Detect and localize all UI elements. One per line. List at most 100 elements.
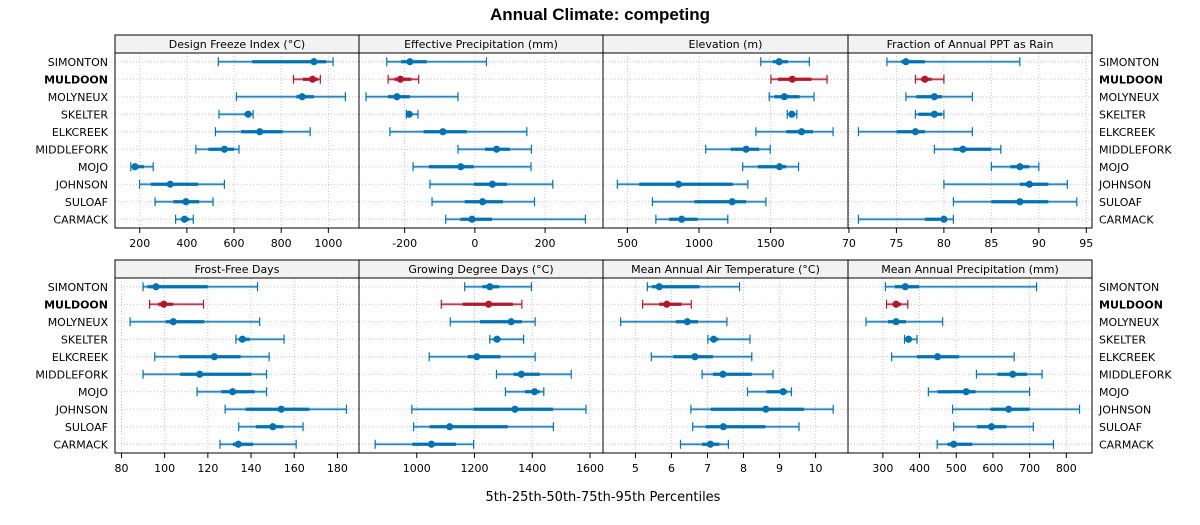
interval-elkcreek — [428, 352, 536, 362]
interval-mojo — [504, 387, 545, 397]
chart-title: Annual Climate: competing — [490, 5, 710, 24]
median-point — [234, 440, 242, 448]
panel-7: Mean Annual Air Temperature (°C) 5 6 7 8 9 10 — [602, 259, 849, 475]
panel-5: Frost-Free Days 80 100 120 140 160 180 — [114, 259, 360, 475]
tick-label: 1500 — [757, 237, 785, 250]
tick-label: 85 — [984, 237, 998, 250]
interval-simonton — [142, 282, 259, 292]
median-point — [663, 300, 671, 308]
interval-mojo — [927, 387, 1031, 397]
median-point — [269, 423, 277, 431]
median-point — [719, 370, 727, 378]
site-label-left: JOHNSON — [55, 403, 108, 416]
median-point — [405, 110, 413, 118]
interval-carmack — [174, 214, 194, 224]
interval-carmack — [936, 439, 1055, 449]
panel-border — [847, 277, 1093, 454]
median-point — [710, 335, 718, 343]
median-point — [152, 283, 160, 291]
panel-title: Frost-Free Days — [195, 263, 280, 276]
x-axis-label: 5th-25th-50th-75th-95th Percentiles — [486, 490, 721, 505]
interval-elkcreek — [650, 352, 753, 362]
median-point — [674, 180, 683, 188]
median-point — [683, 318, 691, 326]
median-point — [719, 423, 727, 431]
interval-johnson — [429, 179, 554, 189]
tick-label: 1000 — [314, 237, 342, 250]
site-label-left: MULDOON — [44, 298, 108, 311]
median-point — [310, 58, 318, 66]
tick-label: 500 — [617, 237, 638, 250]
site-label-right: MOJO — [1099, 386, 1129, 399]
interval-mojo — [412, 162, 532, 172]
median-point — [901, 283, 909, 291]
panel-3: Elevation (m) 500 1000 1500 — [602, 34, 849, 250]
interval-johnson — [690, 404, 834, 414]
tick-label: 95 — [1079, 237, 1093, 250]
median-point — [517, 370, 525, 378]
site-label-left: SKELTER — [61, 333, 108, 346]
tick-label: 1600 — [576, 462, 604, 475]
median-point — [797, 128, 806, 136]
interval-simonton — [217, 57, 334, 67]
site-label-right: SKELTER — [1099, 108, 1146, 121]
median-point — [706, 440, 714, 448]
interval-skelter — [786, 109, 798, 119]
tick-label: 400 — [909, 462, 930, 475]
interval-middlefork — [933, 144, 1002, 154]
site-label-left: CARMACK — [53, 438, 108, 451]
interval-muldoon — [148, 299, 205, 309]
interval-elkcreek — [857, 127, 973, 137]
median-point — [762, 405, 770, 413]
interval-middlefork — [457, 144, 532, 154]
interval-muldoon — [292, 74, 321, 84]
median-point — [1016, 198, 1024, 206]
median-point — [196, 370, 204, 378]
tick-label: 1000 — [403, 462, 431, 475]
median-point — [457, 163, 465, 171]
median-point — [775, 58, 783, 66]
panel-4: Fraction of Annual PPT as Rain 70 75 80 85 90… — [842, 34, 1093, 250]
interval-molyneux — [768, 92, 815, 102]
site-label-left: CARMACK — [53, 213, 108, 226]
interval-skelter — [405, 109, 419, 119]
interval-molyneux — [449, 317, 536, 327]
panel-title: Growing Degree Days (°C) — [408, 263, 553, 276]
median-point — [229, 388, 237, 396]
median-point — [1025, 180, 1033, 188]
interval-middlefork — [195, 144, 240, 154]
median-point — [210, 353, 218, 361]
median-point — [987, 423, 996, 431]
median-point — [468, 215, 476, 223]
site-label-right: MOJO — [1099, 161, 1129, 174]
median-point — [446, 423, 454, 431]
panel-2: Effective Precipitation (mm) -200 0 200 — [358, 34, 604, 250]
interval-mojo — [130, 162, 154, 172]
interval-muldoon — [914, 74, 945, 84]
tick-label: 800 — [1056, 462, 1077, 475]
tick-label: 1000 — [685, 237, 713, 250]
tick-label: 9 — [776, 462, 783, 475]
interval-middlefork — [142, 369, 268, 379]
interval-simonton — [464, 282, 532, 292]
site-label-right: SKELTER — [1099, 333, 1146, 346]
site-label-right: MOLYNEUX — [1099, 316, 1160, 329]
tick-label: 8 — [740, 462, 747, 475]
interval-suloaf — [154, 197, 214, 207]
tick-label: 200 — [129, 237, 150, 250]
interval-carmack — [679, 439, 729, 449]
median-point — [728, 198, 736, 206]
interval-johnson — [224, 404, 348, 414]
median-point — [511, 405, 519, 413]
interval-carmack — [219, 439, 297, 449]
site-label-left: MOJO — [78, 161, 108, 174]
interval-mojo — [746, 387, 793, 397]
tick-label: 400 — [176, 237, 197, 250]
median-point — [892, 300, 900, 308]
tick-label: 100 — [154, 462, 175, 475]
interval-molyneux — [905, 92, 973, 102]
site-label-left: SIMONTON — [48, 56, 108, 69]
median-point — [488, 180, 497, 188]
site-label-right: MULDOON — [1099, 73, 1163, 86]
